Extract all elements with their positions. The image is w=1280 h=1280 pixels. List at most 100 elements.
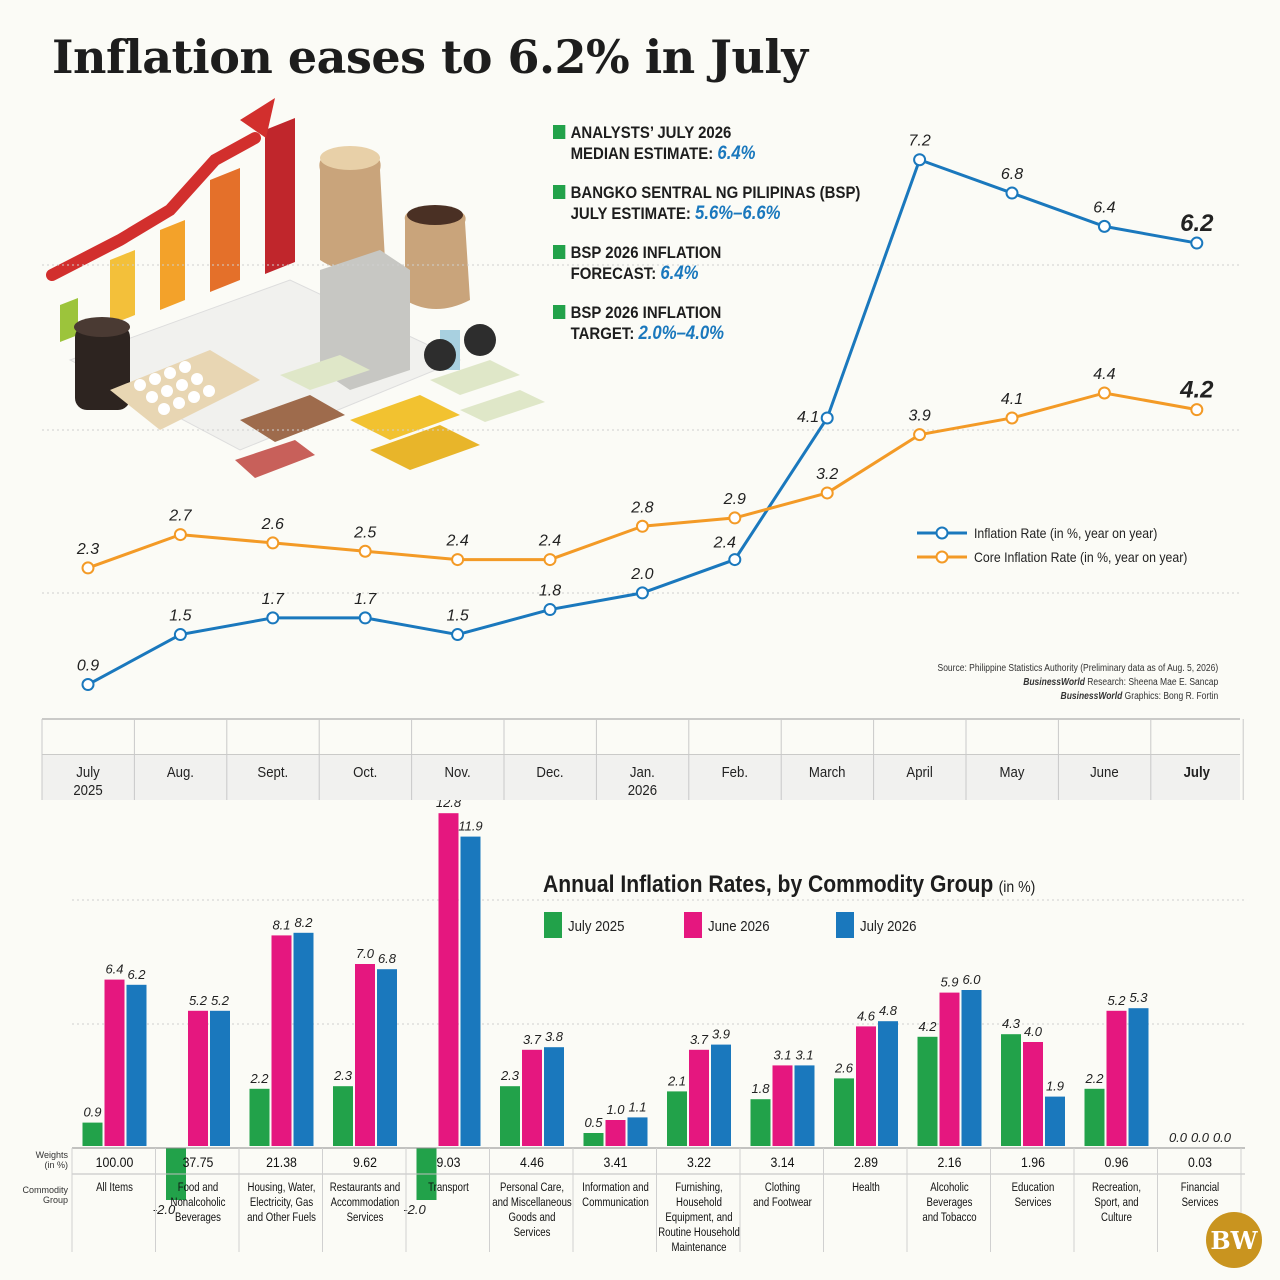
bar-value-label: 0.0 bbox=[1169, 1130, 1188, 1145]
x-tick-label: June bbox=[1090, 763, 1119, 780]
weight-value: 2.89 bbox=[854, 1154, 878, 1170]
legend-swatch bbox=[684, 912, 702, 938]
weight-value: 21.38 bbox=[266, 1154, 297, 1170]
bar-value-label: 5.2 bbox=[1107, 993, 1126, 1008]
weight-value: 3.14 bbox=[771, 1154, 795, 1170]
bar-value-label: 0.9 bbox=[83, 1105, 101, 1120]
source-credits: Source: Philippine Statistics Authority … bbox=[937, 662, 1218, 704]
note-bsp-estimate: BANGKO SENTRAL NG PILIPINAS (BSP) JULY E… bbox=[553, 182, 860, 224]
bar bbox=[1023, 1042, 1043, 1146]
data-label: 2.4 bbox=[713, 535, 736, 552]
series-line bbox=[87, 157, 1198, 686]
data-point bbox=[820, 411, 834, 425]
commodity-bar-chart: Annual Inflation Rates, by Commodity Gro… bbox=[22, 800, 1245, 1254]
data-point bbox=[913, 428, 927, 442]
x-tick-label: March bbox=[809, 763, 846, 780]
bar-value-label: 12.8 bbox=[436, 800, 462, 810]
data-label: 2.9 bbox=[723, 491, 746, 508]
bar bbox=[1045, 1096, 1065, 1146]
bar bbox=[333, 1086, 353, 1146]
x-tick-label: Dec. bbox=[536, 763, 563, 780]
bar bbox=[1128, 1008, 1149, 1146]
bar-value-label: 6.0 bbox=[962, 972, 981, 987]
bar-value-label: 0.0 bbox=[1213, 1130, 1232, 1145]
bar bbox=[500, 1086, 520, 1146]
x-tick-label: May bbox=[1000, 763, 1026, 780]
category-label: Health bbox=[852, 1181, 880, 1194]
graphics-credit: BusinessWorld Graphics: Bong R. Fortin bbox=[1060, 691, 1218, 702]
category-label: Housing, Water, Electricity, Gas and Other… bbox=[247, 1181, 316, 1224]
legend-label: July 2025 bbox=[568, 917, 625, 934]
data-point bbox=[728, 553, 742, 567]
data-point bbox=[173, 628, 187, 642]
bar-value-label: 5.2 bbox=[211, 993, 230, 1008]
weight-value: 3.41 bbox=[604, 1154, 628, 1170]
bar bbox=[377, 969, 397, 1146]
weight-value: 2.16 bbox=[938, 1154, 962, 1170]
bar bbox=[188, 1010, 208, 1146]
bar-value-label: 2.2 bbox=[249, 1071, 269, 1086]
data-label: 7.2 bbox=[908, 133, 930, 150]
bar-value-label: 5.2 bbox=[189, 993, 208, 1008]
legend-label: Core Inflation Rate (in %, year on year) bbox=[974, 549, 1187, 565]
bar-value-label: 3.1 bbox=[795, 1047, 813, 1062]
bar-value-label: 2.6 bbox=[834, 1060, 854, 1075]
weight-value: 0.96 bbox=[1105, 1154, 1129, 1170]
x-tick-label: Sept. bbox=[257, 763, 288, 780]
bar-value-label: 3.7 bbox=[523, 1032, 542, 1047]
data-label: 1.5 bbox=[169, 608, 191, 625]
data-label: 4.4 bbox=[1093, 366, 1115, 383]
data-label: 3.9 bbox=[908, 408, 930, 425]
weight-value: 37.75 bbox=[183, 1154, 214, 1170]
bar-value-label: 3.1 bbox=[773, 1047, 791, 1062]
x-tick-label: Oct. bbox=[353, 763, 377, 780]
bar-value-label: 0.5 bbox=[584, 1115, 603, 1130]
category-label: Alcoholic Beverages and Tobacco bbox=[922, 1181, 976, 1224]
data-label: 2.4 bbox=[538, 533, 561, 550]
x-tick-label: April bbox=[906, 763, 932, 780]
data-point bbox=[635, 519, 649, 533]
green-square-icon bbox=[553, 305, 566, 319]
legend-marker bbox=[935, 550, 949, 564]
category-label: Furnishing, Household Equipment, and Routin… bbox=[658, 1181, 740, 1254]
x-tick-label: July bbox=[1184, 763, 1211, 780]
bar-value-label: 2.2 bbox=[1084, 1071, 1104, 1086]
data-label: 2.6 bbox=[261, 516, 284, 533]
bar bbox=[438, 813, 459, 1146]
x-tick-label: Jan. 2026 bbox=[628, 763, 657, 798]
businessworld-logo: BW bbox=[1206, 1212, 1262, 1268]
weight-value: 3.22 bbox=[687, 1154, 711, 1170]
data-point bbox=[358, 611, 372, 625]
bar bbox=[711, 1044, 731, 1146]
series-line bbox=[87, 391, 1198, 570]
category-label: Food and Nonalcoholic Beverages bbox=[171, 1181, 226, 1224]
data-point bbox=[1190, 403, 1204, 417]
data-label: 0.9 bbox=[77, 658, 99, 675]
data-label: 2.0 bbox=[630, 566, 653, 583]
data-label: 2.4 bbox=[445, 533, 468, 550]
bar bbox=[1084, 1088, 1105, 1146]
page-title: Inflation eases to 6.2% in July bbox=[52, 30, 808, 84]
category-label: Information and Communication bbox=[582, 1181, 649, 1209]
bar bbox=[583, 1133, 604, 1146]
data-label: 6.2 bbox=[1180, 210, 1214, 237]
bar bbox=[794, 1065, 815, 1146]
data-point bbox=[81, 678, 95, 692]
data-point bbox=[1097, 219, 1111, 233]
data-label: 1.5 bbox=[446, 608, 468, 625]
bar bbox=[104, 979, 125, 1146]
bar-value-label: 2.3 bbox=[333, 1068, 353, 1083]
source-line: Source: Philippine Statistics Authority … bbox=[937, 663, 1218, 674]
bar bbox=[627, 1117, 648, 1146]
bar bbox=[271, 935, 292, 1146]
bar-value-label: 1.8 bbox=[751, 1081, 770, 1096]
data-point bbox=[913, 153, 927, 167]
bar bbox=[249, 1088, 270, 1146]
data-label: 2.7 bbox=[168, 508, 192, 525]
weight-value: 9.03 bbox=[437, 1154, 461, 1170]
x-tick-label: Nov. bbox=[445, 763, 471, 780]
bar-value-label: 8.1 bbox=[272, 917, 290, 932]
data-point bbox=[543, 553, 557, 567]
data-point bbox=[635, 586, 649, 600]
bar bbox=[82, 1122, 103, 1146]
